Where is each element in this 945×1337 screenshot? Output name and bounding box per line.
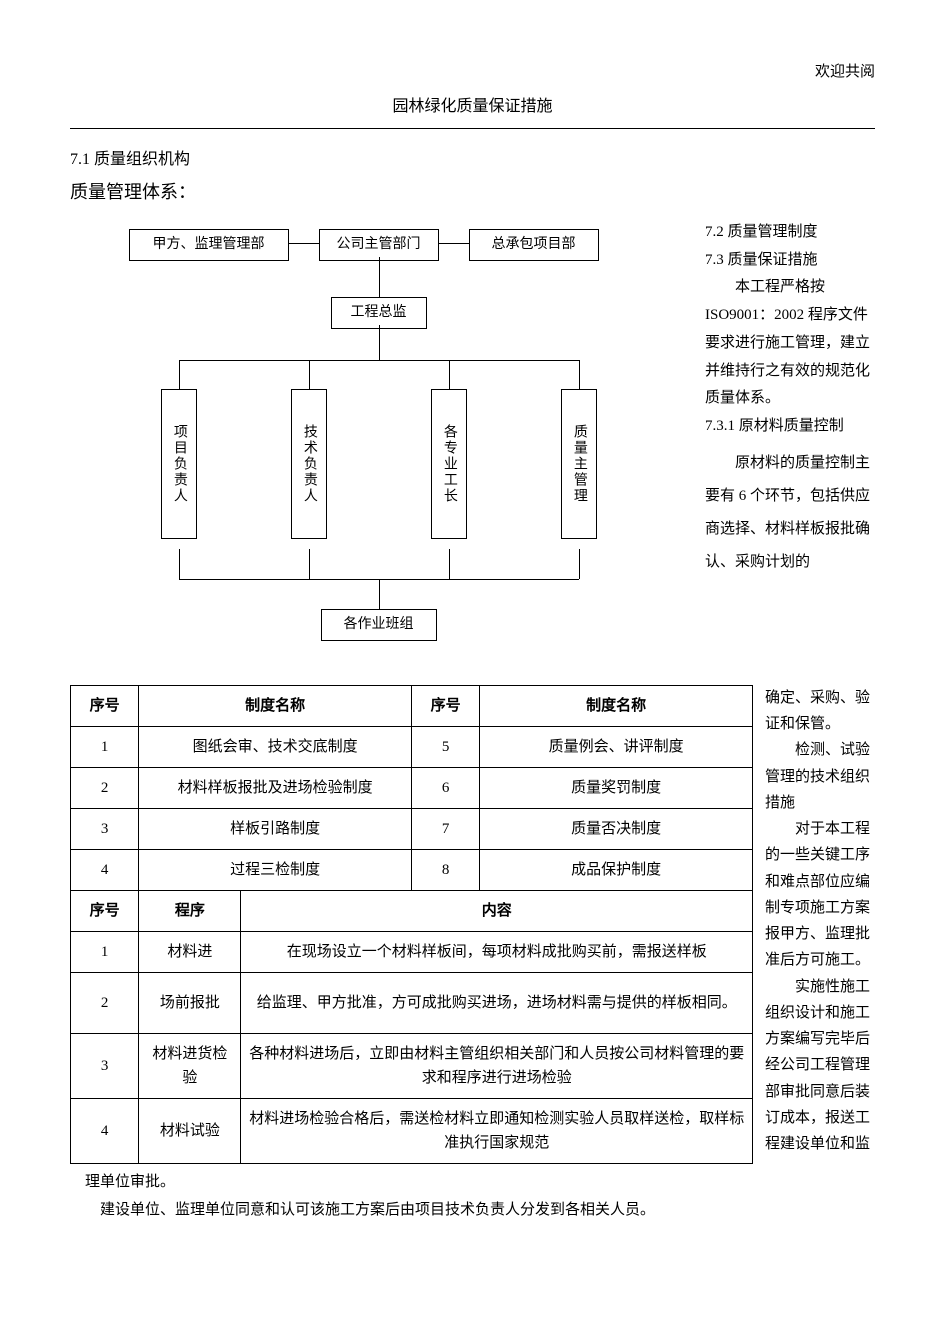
table-row: 3 样板引路制度 7 质量否决制度 (71, 808, 753, 849)
th-proc: 程序 (139, 890, 241, 931)
table-row: 序号 程序 内容 (71, 890, 753, 931)
table-row: 2 场前报批 给监理、甲方批准，方可成批购买进场，进场材料需与提供的样板相同。 (71, 972, 753, 1033)
title-divider (70, 128, 875, 129)
flow-box-bottom: 各作业班组 (321, 609, 437, 641)
flow-box-v4: 质量主管理 (561, 389, 597, 539)
page-title: 园林绿化质量保证措施 (70, 94, 875, 120)
para-testing: 检测、试验管理的技术组织措施 (765, 737, 875, 816)
flow-box-v2: 技术负责人 (291, 389, 327, 539)
bottom-line-2: 建设单位、监理单位同意和认可该施工方案后由项目技术负责人分发到各相关人员。 (100, 1196, 875, 1225)
para-implementation: 实施性施工组织设计和施工方案编写完毕后经公司工程管理部审批同意后装订成本，报送工… (765, 974, 875, 1158)
th-seq: 序号 (71, 890, 139, 931)
table-row: 1 图纸会审、技术交底制度 5 质量例会、讲评制度 (71, 726, 753, 767)
section-7-1: 7.1 质量组织机构 (70, 147, 875, 173)
th-seq2: 序号 (411, 685, 479, 726)
sec-7-3-1: 7.3.1 原材料质量控制 (705, 413, 875, 441)
para-confirm: 确定、采购、验证和保管。 (765, 690, 870, 732)
bottom-paragraphs: 理单位审批。 建设单位、监理单位同意和认可该施工方案后由项目技术负责人分发到各相… (70, 1168, 875, 1225)
sec-7-3-1-body: 原材料的质量控制主要有 6 个环节，包括供应商选择、材料样板报批确认、采购计划的 (705, 447, 875, 579)
table-row: 序号 制度名称 序号 制度名称 (71, 685, 753, 726)
system-table: 序号 制度名称 序号 制度名称 1 图纸会审、技术交底制度 5 质量例会、讲评制… (70, 685, 753, 891)
table-row: 4 材料试验 材料进场检验合格后，需送检材料立即通知检测实验人员取样送检，取样标… (71, 1098, 753, 1163)
header-note: 欢迎共阅 (70, 60, 875, 84)
flow-box-top1: 甲方、监理管理部 (129, 229, 289, 261)
sec-7-3-intro: 本工程严格按 (705, 274, 875, 302)
right-column-text: 7.2 质量管理制度 7.3 质量保证措施 本工程严格按 ISO9001：200… (705, 219, 875, 579)
table-row: 3 材料进货检验 各种材料进场后，立即由材料主管组织相关部门和人员按公司材料管理… (71, 1033, 753, 1098)
table-row: 1 材料进 在现场设立一个材料样板间，每项材料成批购买前，需报送样板 (71, 931, 753, 972)
table-row: 2 材料样板报批及进场检验制度 6 质量奖罚制度 (71, 767, 753, 808)
flow-box-v1: 项目负责人 (161, 389, 197, 539)
sec-7-3-body: ISO9001：2002 程序文件要求进行施工管理，建立并维持行之有效的规范化质… (705, 302, 875, 413)
th-content: 内容 (241, 890, 753, 931)
th-name1: 制度名称 (139, 685, 412, 726)
flow-box-v3: 各专业工长 (431, 389, 467, 539)
org-flowchart: 甲方、监理管理部 公司主管部门 总承包项目部 工程总监 项目负责人 技术负责人 … (109, 229, 649, 659)
sec-7-2: 7.2 质量管理制度 (705, 219, 875, 247)
sec-7-3: 7.3 质量保证措施 (705, 247, 875, 275)
subheading-quality-system: 质量管理体系： (70, 178, 875, 207)
right-column-2: 确定、采购、验证和保管。 检测、试验管理的技术组织措施 对于本工程的一些关键工序… (765, 685, 875, 1158)
table-row: 4 过程三检制度 8 成品保护制度 (71, 849, 753, 890)
para-key-process: 对于本工程的一些关键工序和难点部位应编制专项施工方案报甲方、监理批准后方可施工。 (765, 816, 875, 974)
bottom-line-1: 理单位审批。 (85, 1168, 875, 1197)
th-name2: 制度名称 (480, 685, 753, 726)
flow-box-top3: 总承包项目部 (469, 229, 599, 261)
th-seq1: 序号 (71, 685, 139, 726)
procedure-table: 序号 程序 内容 1 材料进 在现场设立一个材料样板间，每项材料成批购买前，需报… (70, 890, 753, 1164)
